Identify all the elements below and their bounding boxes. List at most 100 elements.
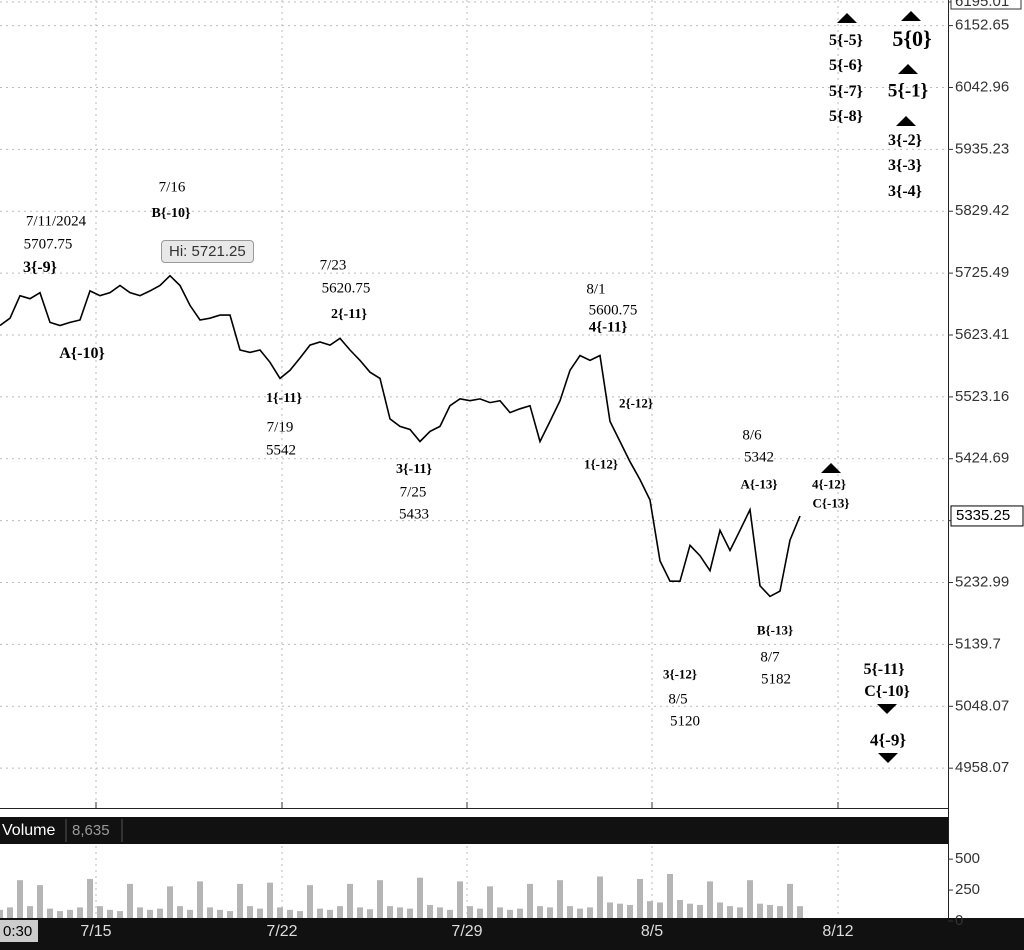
- volume-bar: [627, 904, 633, 918]
- wave-label: 5{-8}: [829, 108, 863, 125]
- volume-bar: [147, 909, 153, 918]
- y-tick-label: 6195.01: [955, 0, 1009, 10]
- x-tick-label: 8/12: [822, 923, 853, 940]
- y-tick-label: 6042.96: [955, 78, 1009, 95]
- volume-bar: [387, 906, 393, 918]
- down-arrow: [878, 753, 898, 763]
- volume-bar: [67, 909, 73, 918]
- volume-bar: [487, 886, 493, 918]
- volume-header: [0, 817, 948, 844]
- wave-label: 5{-6}: [829, 57, 863, 74]
- volume-bar: [277, 907, 283, 918]
- volume-bar: [307, 885, 313, 918]
- annotation: 7/11/2024: [25, 213, 87, 230]
- volume-bar: [7, 907, 13, 918]
- x-tick-label: 7/15: [80, 923, 111, 940]
- volume-title: Volume: [2, 822, 55, 839]
- annotation: 7/25: [399, 484, 427, 501]
- high-callout: Hi: 5721.25: [161, 240, 254, 263]
- volume-bar: [27, 906, 33, 918]
- annotation: 5542: [266, 442, 296, 459]
- volume-bar: [187, 909, 193, 918]
- y-tick-label: 6152.65: [955, 17, 1009, 34]
- volume-bar: [587, 907, 593, 918]
- wave-label: 3{-3}: [888, 157, 922, 174]
- volume-bar: [367, 909, 373, 918]
- wave-label: A{-13}: [740, 476, 778, 492]
- volume-bar: [597, 876, 603, 918]
- volume-bar: [137, 907, 143, 918]
- wave-label: 3{-2}: [888, 132, 922, 149]
- volume-bar: [647, 901, 653, 918]
- volume-bar: [547, 907, 553, 918]
- volume-bar: [247, 906, 253, 918]
- volume-bar: [477, 908, 483, 918]
- annotation: 5342: [744, 449, 774, 466]
- y-tick-label: 5048.07: [955, 697, 1009, 714]
- volume-bar: [557, 880, 563, 918]
- volume-bar: [37, 885, 43, 918]
- annotation: 8/1: [586, 281, 606, 298]
- volume-bar: [507, 909, 513, 918]
- annotation: 5182: [761, 671, 791, 688]
- wave-label: 5{-11}: [863, 661, 905, 678]
- volume-bar: [457, 881, 463, 918]
- wave-label: 5{0}: [892, 26, 932, 51]
- volume-bar: [97, 906, 103, 918]
- volume-bar: [577, 908, 583, 918]
- volume-last: 8,635: [72, 822, 110, 839]
- volume-bar: [227, 911, 233, 918]
- volume-bar: [237, 883, 243, 918]
- annotation: 5620.75: [321, 280, 371, 297]
- volume-bar: [107, 909, 113, 918]
- wave-label: 1{-12}: [583, 456, 619, 472]
- y-tick-label: 5523.16: [955, 388, 1009, 405]
- volume-bar: [347, 883, 353, 918]
- volume-bar: [567, 906, 573, 918]
- volume-bar: [497, 907, 503, 918]
- volume-bar: [197, 881, 203, 918]
- volume-bar: [737, 907, 743, 918]
- wave-label: C{-13}: [812, 495, 850, 511]
- wave-label: 3{-4}: [888, 183, 922, 200]
- time-box: [0, 920, 38, 942]
- volume-bar: [667, 873, 673, 918]
- up-arrow: [821, 463, 841, 473]
- time-label: 0:30: [3, 923, 32, 940]
- volume-bar: [257, 908, 263, 918]
- x-axis-strip: [0, 918, 1024, 950]
- volume-bar: [537, 906, 543, 918]
- volume-bar: [727, 906, 733, 918]
- volume-bar: [427, 904, 433, 918]
- annotation: 5600.75: [588, 302, 638, 319]
- volume-bar: [517, 908, 523, 918]
- y-tick-label: 5232.99: [955, 574, 1009, 591]
- y-tick-label: 5424.69: [955, 450, 1009, 467]
- volume-bar: [637, 878, 643, 918]
- down-arrow: [877, 704, 897, 714]
- x-tick-label: 8/5: [641, 923, 663, 940]
- annotation: 8/7: [760, 649, 780, 666]
- volume-bar: [787, 883, 793, 918]
- volume-bar: [17, 880, 23, 918]
- y-tick-label: 5623.41: [955, 326, 1009, 343]
- price-panel: [0, 0, 948, 808]
- y-tick-label: 4958.07: [955, 759, 1009, 776]
- wave-label: C{-10}: [864, 683, 910, 700]
- volume-tick-label: 0: [955, 912, 963, 929]
- wave-label: 1{-11}: [266, 391, 302, 406]
- annotation: 8/5: [668, 691, 688, 708]
- volume-tick-label: 500: [955, 850, 980, 867]
- wave-label: 3{-9}: [23, 259, 57, 276]
- wave-label: 3{-11}: [396, 462, 432, 477]
- volume-tick-label: 250: [955, 881, 980, 898]
- up-arrow: [896, 116, 916, 126]
- up-arrow: [901, 11, 921, 21]
- wave-label: B{-13}: [756, 622, 794, 638]
- last-price-label: 5335.25: [956, 507, 1010, 524]
- wave-label: 4{-12}: [811, 476, 847, 492]
- wave-label: B{-10}: [151, 206, 191, 221]
- volume-bar: [287, 909, 293, 918]
- volume-bar: [717, 902, 723, 918]
- volume-bar: [467, 906, 473, 918]
